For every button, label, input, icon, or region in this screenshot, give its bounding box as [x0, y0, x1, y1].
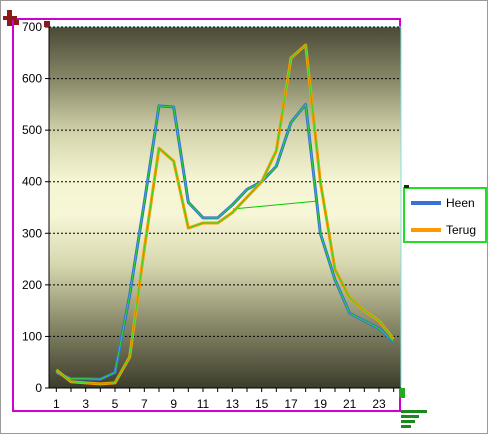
legend[interactable]: Heen Terug — [403, 187, 487, 243]
x-tick-label: 11 — [197, 397, 210, 411]
x-tick-label: 15 — [255, 397, 269, 411]
series-highlight-terug — [56, 44, 395, 385]
selection-handle-top[interactable] — [44, 21, 50, 27]
selection-handle-top-left[interactable] — [3, 10, 19, 30]
selection-handle-legend[interactable] — [404, 185, 409, 188]
x-tick-label: 19 — [314, 397, 328, 411]
legend-swatch-heen — [411, 201, 441, 205]
x-tick-label: 3 — [82, 397, 89, 411]
legend-swatch-terug — [411, 228, 441, 232]
legend-item-terug: Terug — [411, 223, 476, 237]
legend-label-terug: Terug — [446, 223, 477, 237]
gridlines — [49, 26, 401, 337]
stray-connector-line — [232, 200, 319, 210]
legend-label-heen: Heen — [446, 196, 475, 210]
x-tick-label: 1 — [53, 397, 60, 411]
x-axis: 1 3 5 7 9 11 13 15 17 19 21 23 — [53, 388, 395, 411]
x-tick-label: 13 — [226, 397, 240, 411]
selection-handle-bottom-right[interactable] — [399, 388, 429, 432]
x-tick-label: 7 — [141, 397, 148, 411]
y-axis: 0 100 200 300 400 500 600 700 — [22, 20, 49, 395]
y-tick-label: 0 — [35, 381, 42, 395]
y-tick-label: 100 — [22, 329, 42, 343]
y-tick-label: 400 — [22, 175, 42, 189]
x-tick-label: 23 — [372, 397, 386, 411]
plot-area — [48, 26, 402, 389]
series-lines — [55, 43, 395, 386]
x-tick-label: 17 — [284, 397, 298, 411]
x-tick-label: 9 — [170, 397, 177, 411]
x-tick-label: 5 — [112, 397, 119, 411]
y-tick-label: 200 — [22, 278, 42, 292]
x-tick-label: 21 — [343, 397, 357, 411]
y-tick-label: 300 — [22, 226, 42, 240]
y-tick-label: 600 — [22, 72, 42, 86]
y-tick-label: 500 — [22, 123, 42, 137]
y-tick-label: 700 — [22, 20, 42, 34]
series-highlight-heen — [56, 103, 394, 380]
legend-item-heen: Heen — [411, 196, 475, 210]
